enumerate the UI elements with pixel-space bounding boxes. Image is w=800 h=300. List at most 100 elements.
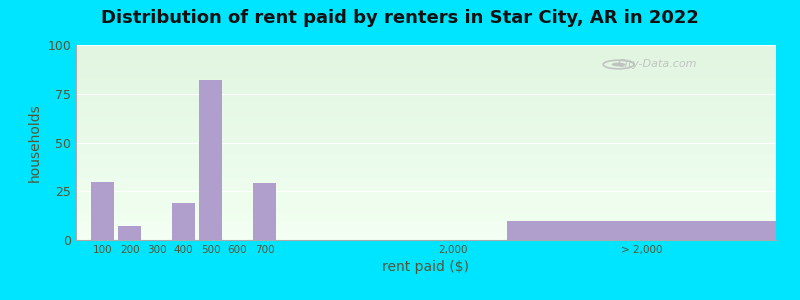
Bar xyxy=(76,47,776,49)
Bar xyxy=(76,100,776,101)
Bar xyxy=(76,51,776,53)
Bar xyxy=(76,136,776,139)
Bar xyxy=(76,121,776,123)
Bar xyxy=(199,80,222,240)
Bar xyxy=(76,195,776,197)
Bar xyxy=(76,146,776,148)
Bar xyxy=(76,226,776,228)
Bar xyxy=(76,217,776,218)
Bar xyxy=(76,209,776,211)
Bar xyxy=(76,107,776,109)
Y-axis label: households: households xyxy=(28,103,42,182)
Bar xyxy=(76,123,776,125)
Bar xyxy=(76,119,776,121)
Bar xyxy=(76,170,776,172)
Bar xyxy=(76,220,776,223)
Bar xyxy=(76,140,776,142)
Bar xyxy=(76,238,776,240)
Bar xyxy=(76,66,776,68)
Bar xyxy=(76,139,776,140)
Text: City-Data.com: City-Data.com xyxy=(618,59,697,70)
Bar xyxy=(76,158,776,160)
Bar xyxy=(76,166,776,168)
Bar xyxy=(76,125,776,127)
Bar xyxy=(76,117,776,119)
Bar xyxy=(253,183,276,240)
Bar xyxy=(76,110,776,111)
Bar xyxy=(76,45,776,47)
Bar xyxy=(76,213,776,215)
Bar xyxy=(76,162,776,164)
X-axis label: rent paid ($): rent paid ($) xyxy=(382,260,470,274)
Bar xyxy=(76,144,776,146)
Bar xyxy=(76,150,776,152)
Bar xyxy=(76,232,776,234)
Bar xyxy=(76,223,776,224)
Bar xyxy=(76,64,776,66)
Bar xyxy=(76,101,776,103)
Bar xyxy=(76,131,776,133)
Bar xyxy=(76,230,776,232)
Bar xyxy=(76,236,776,238)
Bar xyxy=(76,185,776,187)
Bar xyxy=(76,164,776,166)
Bar xyxy=(76,86,776,88)
Bar xyxy=(76,57,776,59)
Bar xyxy=(76,135,776,137)
Text: Distribution of rent paid by renters in Star City, AR in 2022: Distribution of rent paid by renters in … xyxy=(101,9,699,27)
Bar xyxy=(76,82,776,84)
Bar xyxy=(76,176,776,178)
Bar xyxy=(76,189,776,191)
Bar xyxy=(76,55,776,57)
Bar xyxy=(76,154,776,156)
Bar xyxy=(76,187,776,189)
Bar xyxy=(76,68,776,70)
Bar xyxy=(76,215,776,217)
Bar xyxy=(76,113,776,115)
Bar xyxy=(76,70,776,72)
Bar xyxy=(76,211,776,213)
Bar xyxy=(172,203,195,240)
Bar xyxy=(76,228,776,230)
Bar xyxy=(76,205,776,207)
Bar xyxy=(76,129,776,131)
Bar xyxy=(76,172,776,174)
Bar xyxy=(76,105,776,107)
Bar xyxy=(76,152,776,154)
Bar xyxy=(76,78,776,80)
Bar xyxy=(76,96,776,98)
Bar xyxy=(76,160,776,162)
Bar xyxy=(506,220,776,240)
Bar xyxy=(76,49,776,51)
Bar xyxy=(76,92,776,94)
Bar xyxy=(76,80,776,82)
Bar xyxy=(76,224,776,226)
Bar xyxy=(76,127,776,129)
Bar xyxy=(76,148,776,150)
Bar xyxy=(76,174,776,176)
Bar xyxy=(76,76,776,78)
Bar xyxy=(76,168,776,170)
Bar xyxy=(76,183,776,185)
Bar xyxy=(76,199,776,201)
Bar xyxy=(76,103,776,105)
Bar xyxy=(76,191,776,193)
Bar xyxy=(76,207,776,209)
Bar xyxy=(76,58,776,61)
Bar xyxy=(76,203,776,205)
Bar xyxy=(76,178,776,179)
Bar xyxy=(76,111,776,113)
Bar xyxy=(76,218,776,220)
Bar xyxy=(76,98,776,100)
Bar xyxy=(76,179,776,182)
Bar xyxy=(76,72,776,74)
Bar xyxy=(76,142,776,144)
Bar xyxy=(76,74,776,76)
Bar xyxy=(76,201,776,203)
Bar xyxy=(76,115,776,117)
Bar xyxy=(91,182,114,240)
Bar xyxy=(76,62,776,64)
Bar xyxy=(76,133,776,135)
Bar xyxy=(76,193,776,195)
Bar xyxy=(76,94,776,96)
